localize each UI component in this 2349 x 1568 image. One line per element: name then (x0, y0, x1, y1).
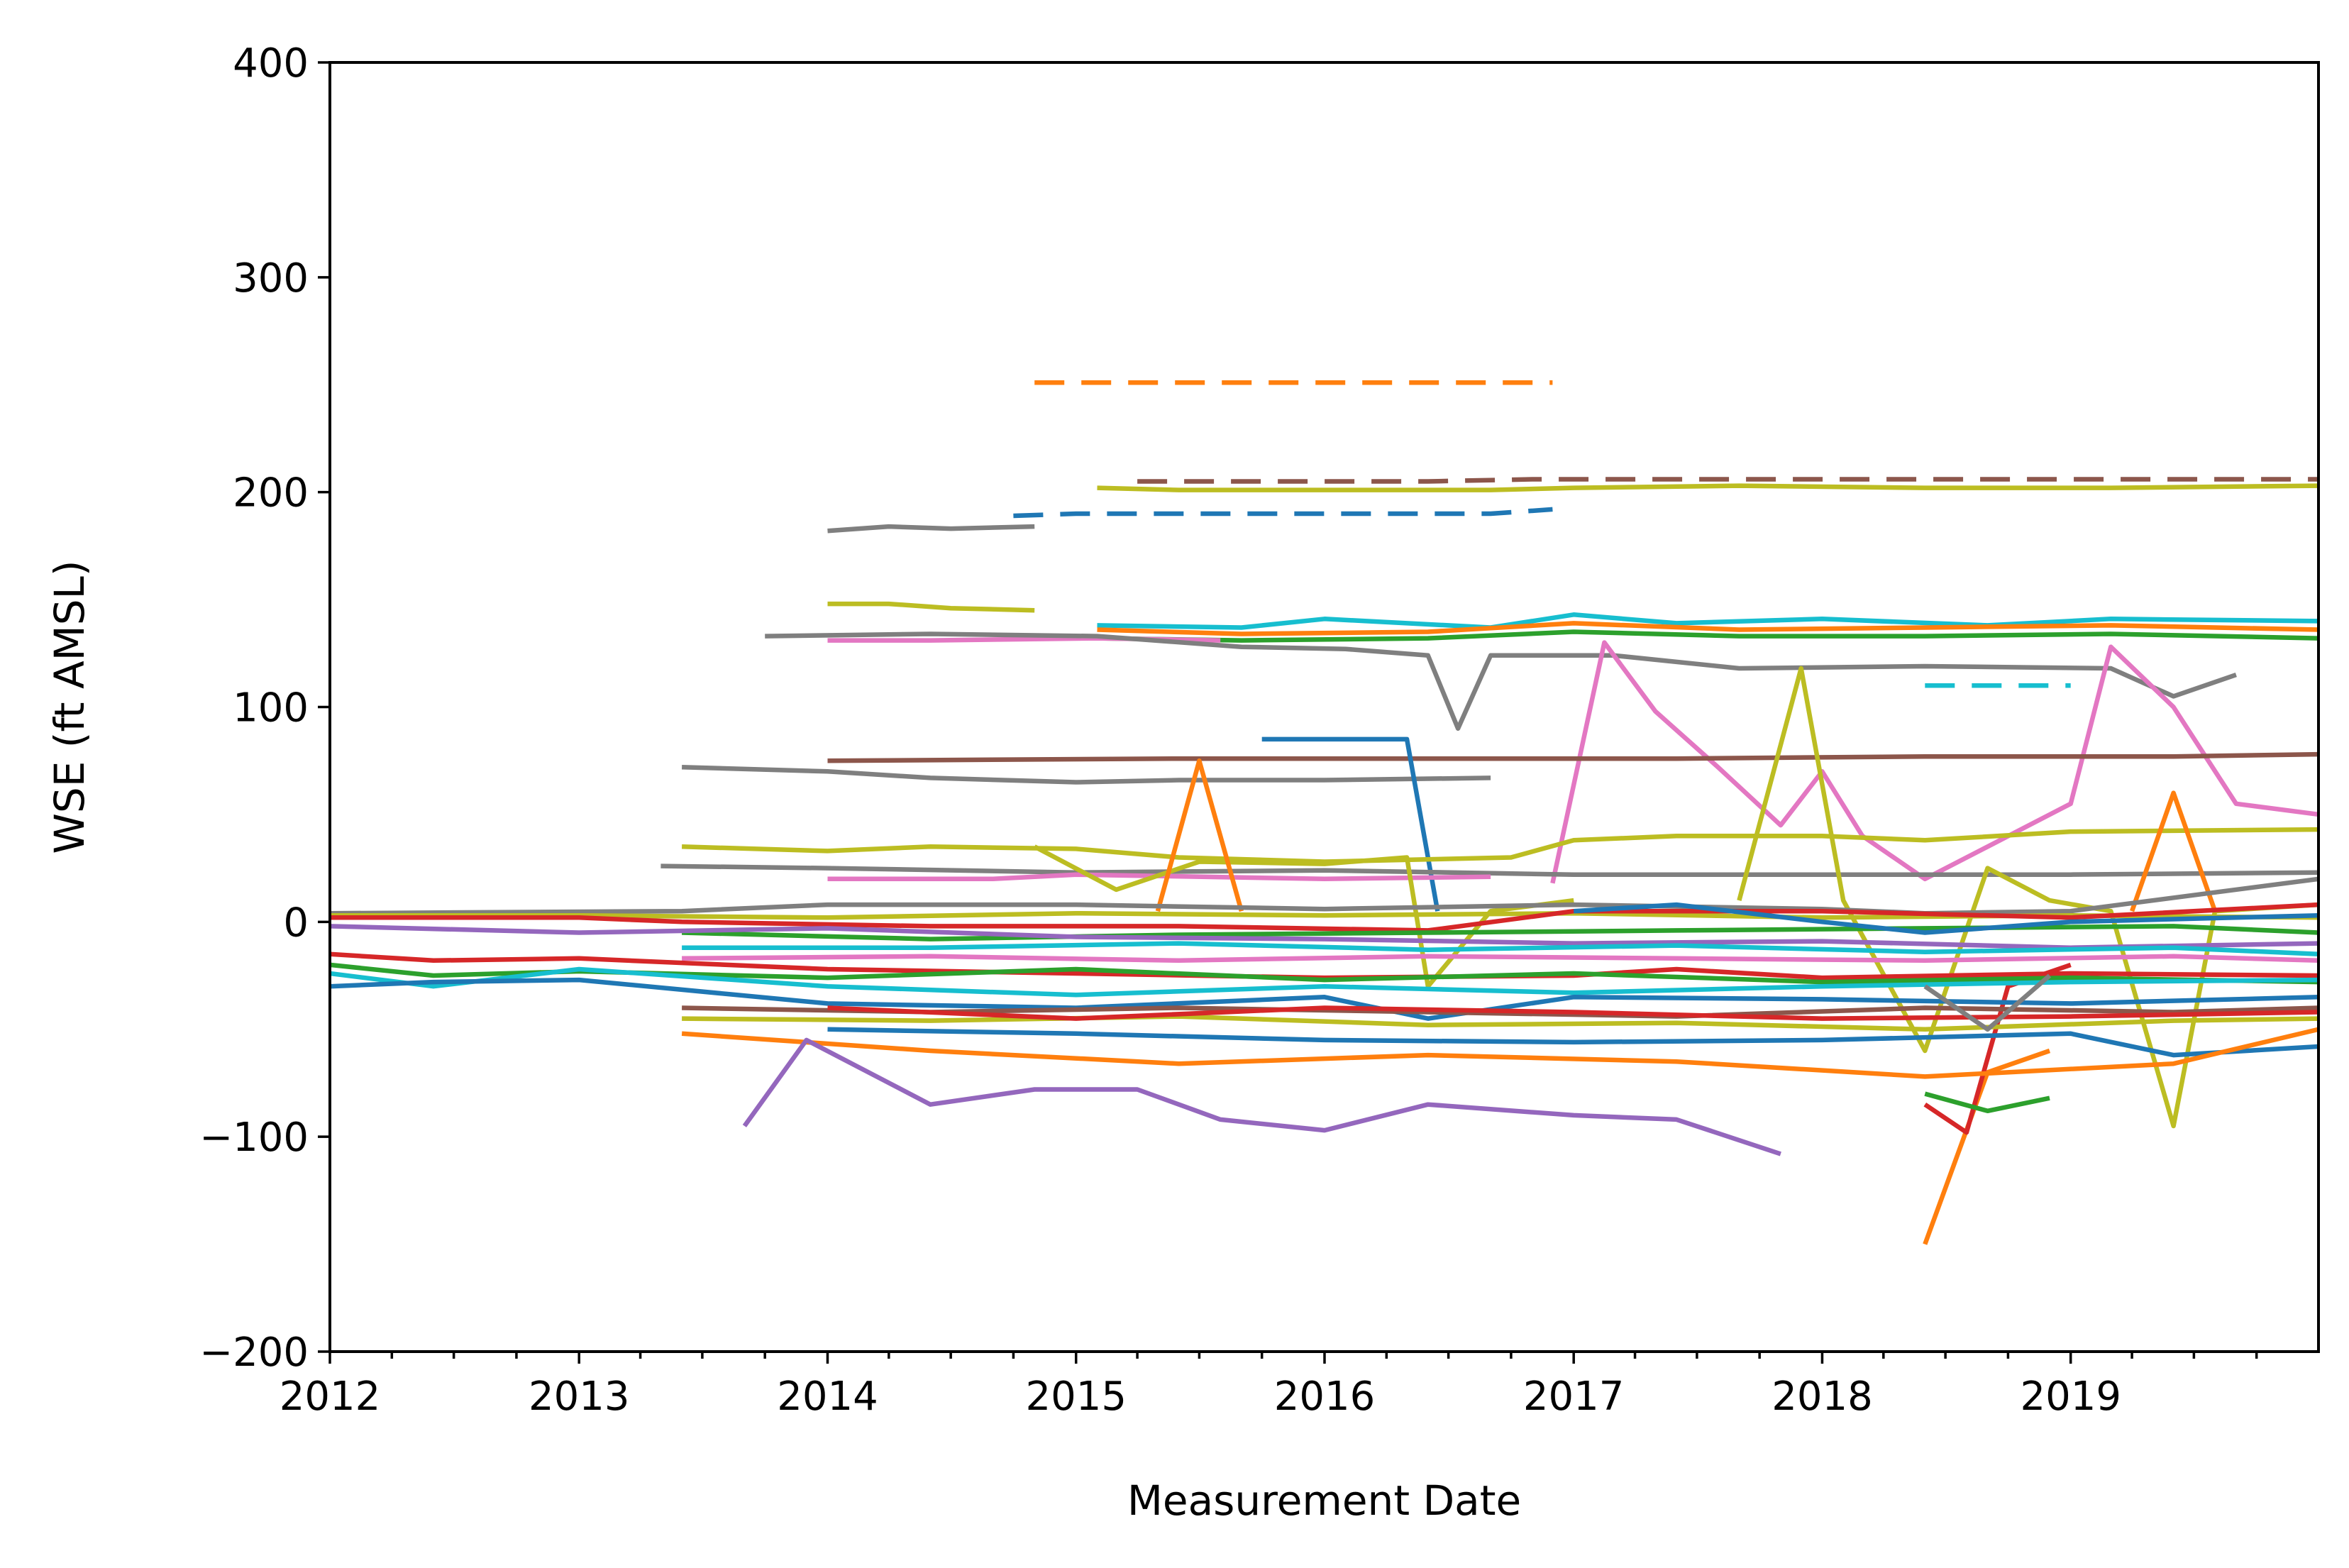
x-tick-label: 2012 (280, 1374, 381, 1420)
series-line-34 (330, 966, 2318, 998)
y-tick-label: 400 (233, 40, 309, 87)
series-line-17 (661, 863, 2318, 877)
series-line-18 (827, 872, 1491, 882)
series-line-23 (1923, 1048, 2051, 1245)
y-axis: 400 300 200 100 0 −100 −200 (199, 40, 330, 1376)
series-line-8 (1097, 629, 2318, 643)
series-line-30 (682, 941, 2318, 957)
series-line-37 (682, 1014, 2318, 1032)
series-line-33 (330, 962, 2318, 985)
y-tick-label: −100 (199, 1115, 309, 1161)
series-line-2 (1097, 483, 2318, 492)
series-line-22 (2130, 790, 2218, 912)
series-line-15 (1261, 736, 1440, 912)
x-tick-label: 2017 (1523, 1374, 1625, 1420)
series-line-29 (330, 924, 2318, 950)
series-line-42 (1924, 1091, 2050, 1114)
y-tick-label: −200 (199, 1330, 309, 1376)
y-tick-label: 300 (233, 255, 309, 302)
series-line-16 (682, 827, 2318, 864)
plot-frame (328, 61, 2320, 1353)
series-line-28 (682, 924, 2318, 942)
series-line-21 (1155, 758, 1244, 912)
series-line-4 (1013, 507, 1553, 519)
x-tick-label: 2014 (777, 1374, 878, 1420)
series-line-36 (682, 1005, 2318, 1019)
series-line-5 (827, 601, 1035, 613)
x-tick-label: 2016 (1274, 1374, 1376, 1420)
series-line-41 (742, 1037, 1781, 1156)
series-line-1 (1137, 477, 2318, 484)
x-tick-label: 2018 (1772, 1374, 1873, 1420)
series-line-39 (827, 1027, 2318, 1058)
series-line-25 (330, 876, 2318, 916)
series-line-44 (1573, 902, 2318, 935)
series-line-40 (681, 1027, 2318, 1079)
x-tick-label: 2015 (1025, 1374, 1127, 1420)
y-tick-label: 0 (283, 900, 309, 946)
series-line-7 (1097, 621, 2318, 636)
x-tick-label: 2013 (529, 1374, 630, 1420)
x-axis-title: Measurement Date (1127, 1476, 1521, 1525)
series-line-35 (330, 977, 2318, 1021)
series-layer (330, 380, 2318, 1245)
series-line-13 (827, 751, 2318, 763)
x-tick-label: 2019 (2020, 1374, 2121, 1420)
y-axis-title: WSE (ft AMSL) (45, 561, 94, 854)
series-line-6 (1097, 612, 2318, 630)
series-line-31 (682, 954, 2318, 964)
series-line-14 (682, 765, 1491, 785)
y-tick-label: 200 (233, 470, 309, 517)
series-line-38 (827, 1005, 2318, 1021)
series-line-43 (1923, 973, 2052, 1032)
series-line-10 (765, 631, 2237, 731)
series-line-12 (1550, 640, 2318, 884)
x-axis: 2012 2013 2014 2015 2016 2017 2018 2019 (280, 1352, 2258, 1420)
series-line-27 (330, 902, 2318, 933)
y-tick-label: 100 (233, 685, 309, 731)
series-line-3 (827, 524, 1035, 534)
